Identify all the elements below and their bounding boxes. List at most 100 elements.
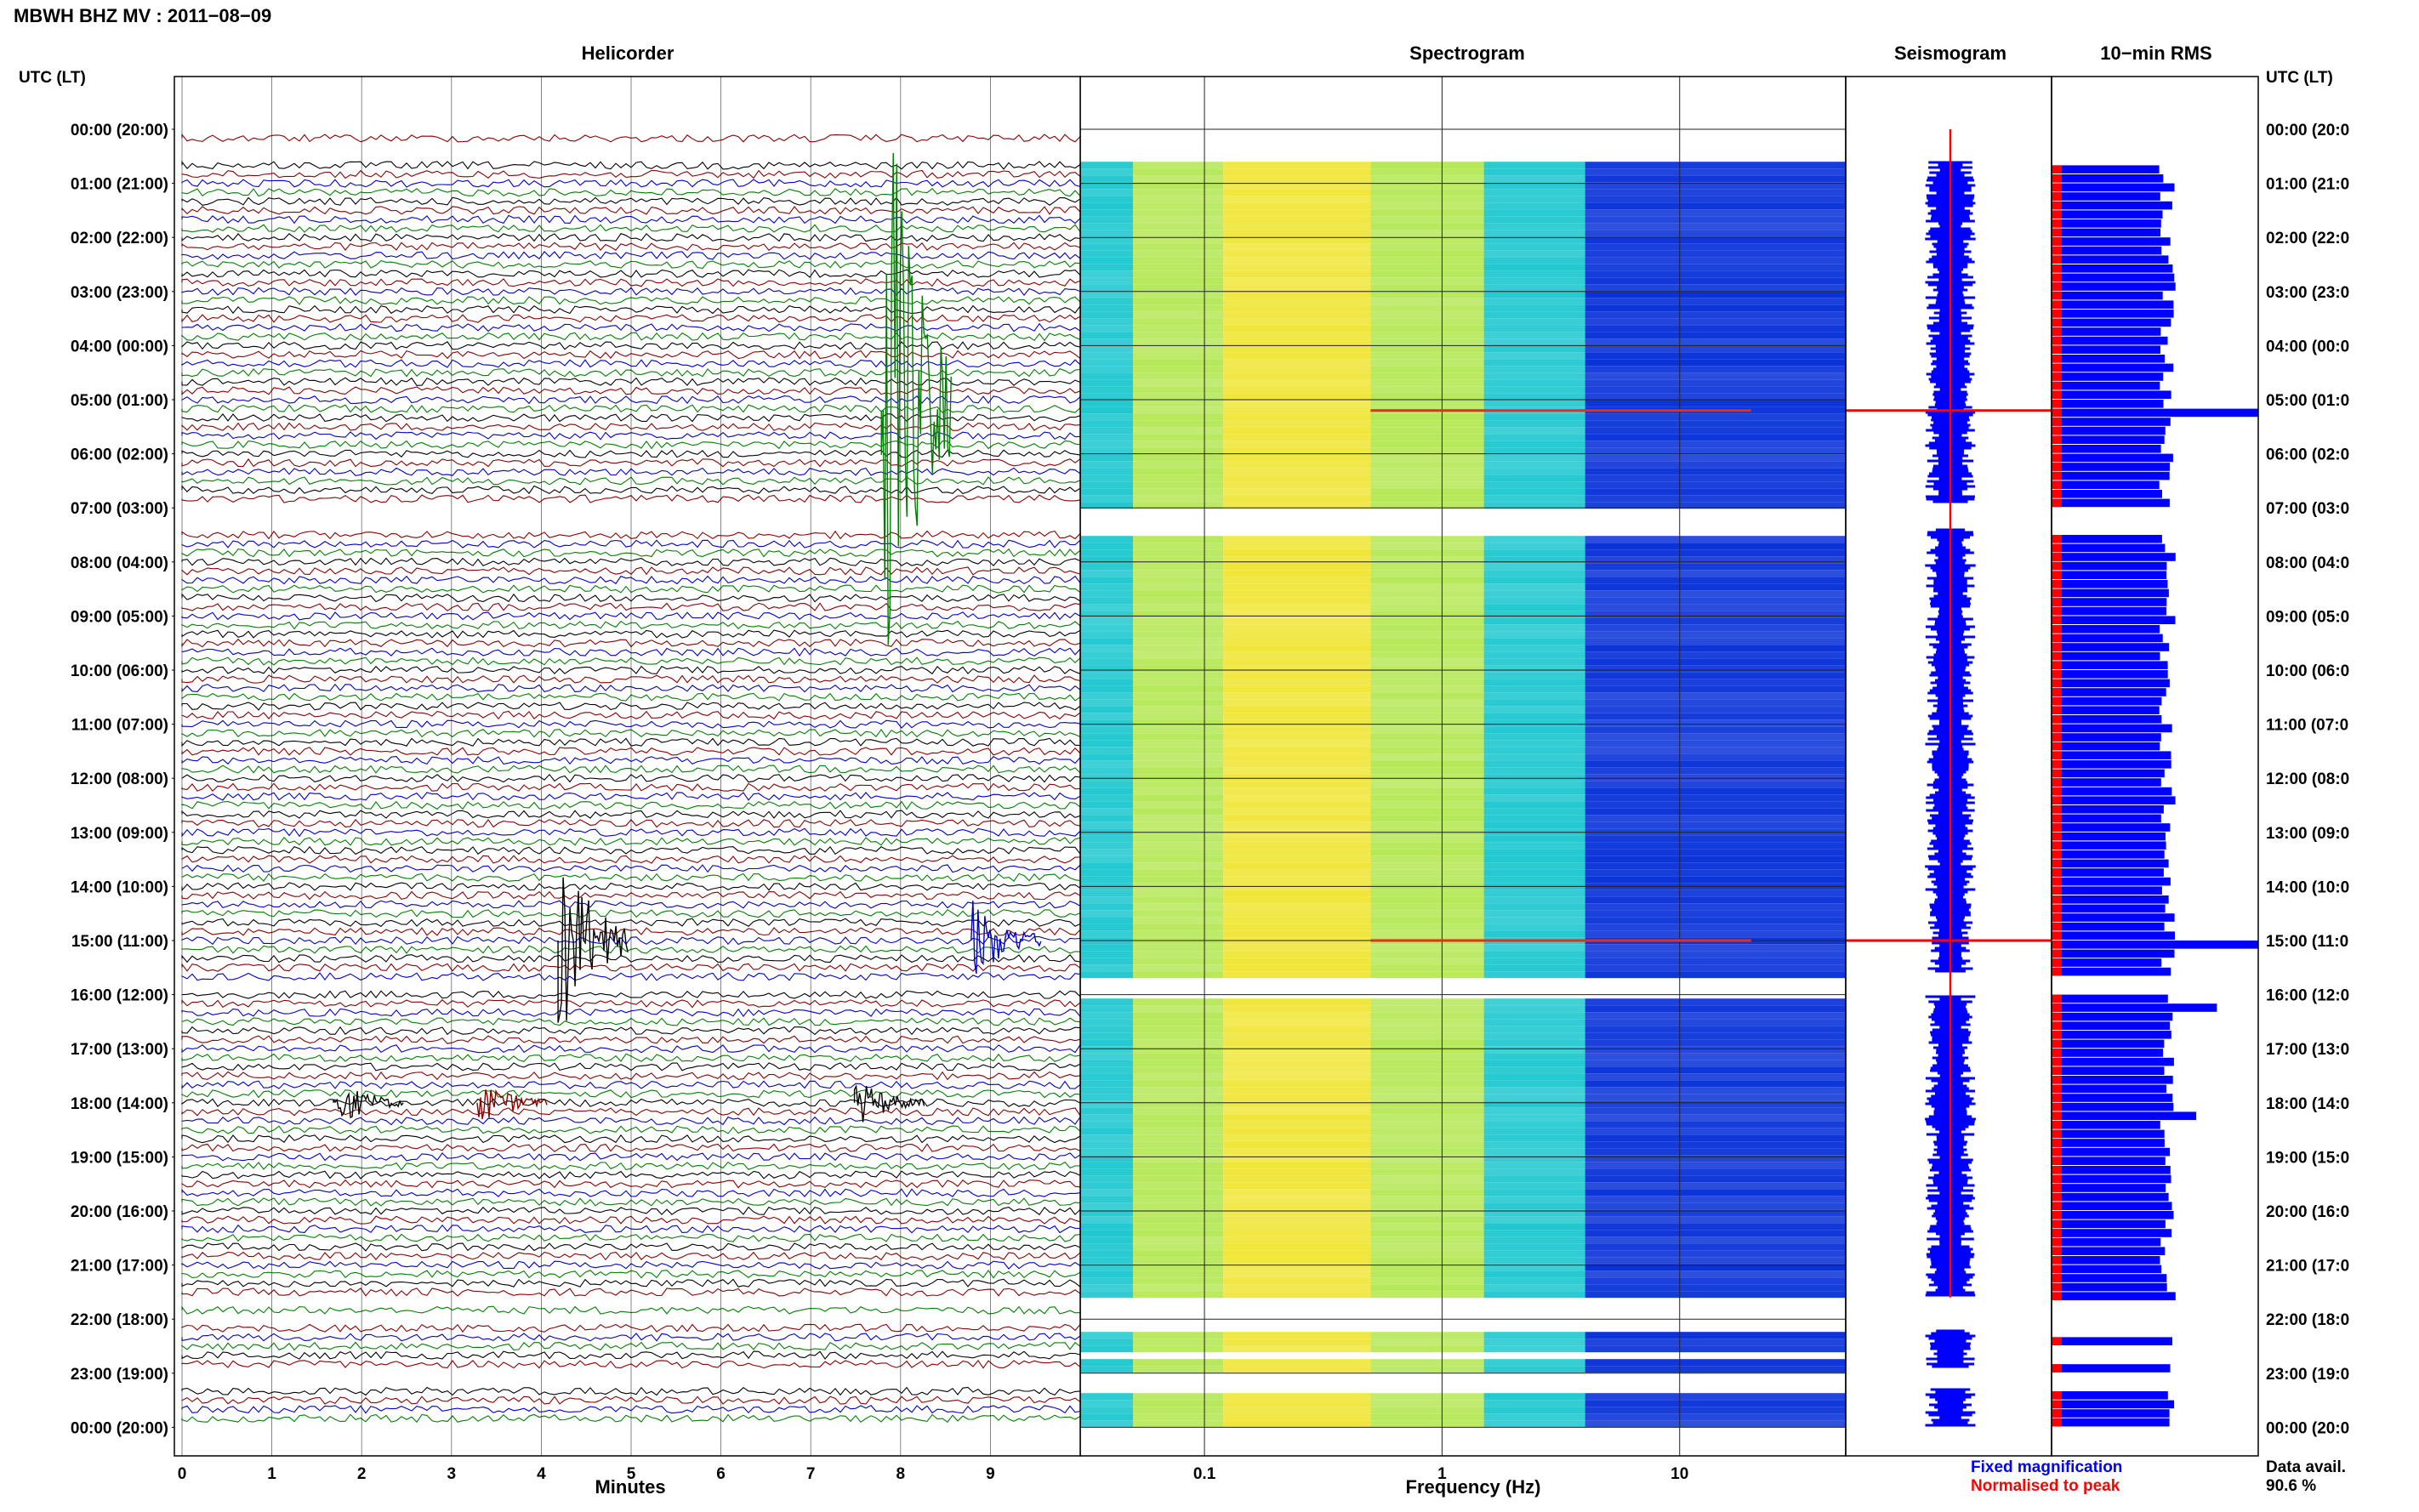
- spectrogram-cell: [1370, 685, 1484, 693]
- rms-bar: [2052, 715, 2162, 724]
- spectrogram-cell: [1080, 624, 1133, 632]
- helicorder-trace: [181, 665, 1081, 675]
- spectrogram-cell: [1080, 1393, 1133, 1401]
- helicorder-trace: [181, 1395, 1081, 1405]
- rms-bar: [2052, 426, 2166, 435]
- spectrogram-cell: [1585, 441, 1846, 448]
- spectrogram-cell: [1585, 1134, 1846, 1142]
- spectrogram-cell: [1370, 536, 1484, 543]
- helicorder-trace: [181, 620, 1081, 630]
- spectrogram-cell: [1585, 604, 1846, 611]
- spectrogram-cell: [1133, 1039, 1224, 1047]
- spectrogram-cell: [1133, 971, 1224, 979]
- rms-bar: [2052, 859, 2169, 868]
- rms-peak-bar: [2052, 1166, 2062, 1174]
- spectrogram-panel: 0.1 1 10: [1079, 76, 1847, 1483]
- spectrogram-cell: [1370, 543, 1484, 550]
- spectrogram-cell: [1133, 393, 1224, 401]
- rms-bar: [2052, 588, 2169, 598]
- spectrogram-cell: [1370, 1019, 1484, 1026]
- rms-bar: [2052, 1021, 2171, 1030]
- helicorder-xlabel: Minutes: [595, 1476, 665, 1498]
- spectrogram-cell: [1133, 196, 1224, 203]
- spectrogram-cell: [1080, 1168, 1133, 1176]
- spectrogram-cell: [1370, 1005, 1484, 1013]
- spectrogram-cell: [1585, 549, 1846, 557]
- spectrogram-cell: [1133, 604, 1224, 611]
- spectrogram-cell: [1133, 413, 1224, 421]
- spectrogram-cell: [1585, 1019, 1846, 1026]
- helicorder-background: [174, 77, 1080, 1456]
- spectrogram-cell: [1483, 611, 1585, 618]
- spectrogram-cell: [1585, 236, 1846, 244]
- spectrogram-cell: [1223, 413, 1371, 421]
- spectrogram-cell: [1080, 672, 1133, 679]
- spectrogram-cell: [1483, 862, 1585, 870]
- spectrogram-cell: [1483, 196, 1585, 203]
- spectrogram-cell: [1223, 685, 1371, 693]
- spectrogram-cell: [1223, 774, 1371, 782]
- spectrogram-cell: [1585, 1155, 1846, 1162]
- spectrogram-cell: [1223, 651, 1371, 659]
- rms-peak-bar: [2052, 553, 2062, 561]
- spectrogram-cell: [1080, 223, 1133, 230]
- spectrogram-cell: [1133, 890, 1224, 897]
- spectrogram-cell: [1370, 828, 1484, 836]
- spectrogram-cell: [1483, 345, 1585, 353]
- spectrogram-cell: [1133, 420, 1224, 428]
- spectrogram-cell: [1223, 1209, 1371, 1217]
- rms-peak-bar: [2052, 445, 2062, 453]
- spectrogram-cell: [1483, 366, 1585, 373]
- spectrogram-cell: [1223, 590, 1371, 598]
- spectrogram-cell: [1483, 291, 1585, 298]
- spectrogram-cell: [1133, 536, 1224, 543]
- spectrogram-cell: [1223, 617, 1371, 625]
- spectrogram-cell: [1483, 481, 1585, 489]
- spectrogram-cell: [1585, 1209, 1846, 1217]
- spectrogram-cell: [1133, 583, 1224, 591]
- helicorder-trace: [181, 765, 1081, 774]
- rms-peak-bar: [2052, 490, 2062, 498]
- spectrogram-cell: [1585, 495, 1846, 503]
- spectrogram-cell: [1223, 958, 1371, 965]
- rms-peak-bar: [2052, 715, 2062, 724]
- spectrogram-cell: [1133, 1250, 1224, 1258]
- spectrogram-cell: [1080, 855, 1133, 863]
- spectrogram-cell: [1483, 1080, 1585, 1088]
- spectrogram-cell: [1370, 1175, 1484, 1183]
- spectrogram-cell: [1080, 536, 1133, 543]
- spectrogram-cell: [1223, 1073, 1371, 1081]
- helicorder-trace: [181, 278, 1081, 287]
- helicorder-trace: [181, 855, 1081, 864]
- spectrogram-cell: [1483, 624, 1585, 632]
- spectrogram-cell: [1080, 1257, 1133, 1265]
- spectrogram-cell: [1370, 719, 1484, 727]
- spectrogram-cell: [1133, 1026, 1224, 1033]
- spectrogram-cell: [1080, 835, 1133, 843]
- spectrogram-cell: [1370, 1270, 1484, 1278]
- spectrogram-cell: [1370, 760, 1484, 768]
- spectrogram-cell: [1585, 631, 1846, 639]
- spectrogram-cell: [1223, 236, 1371, 244]
- spectrogram-cell: [1133, 1100, 1224, 1108]
- spectrogram-cell: [1585, 420, 1846, 428]
- spectrogram-cell: [1133, 563, 1224, 571]
- spectrogram-cell: [1080, 719, 1133, 727]
- helicorder-trace: [181, 827, 1081, 838]
- spectrogram-cell: [1483, 236, 1585, 244]
- rms-bar: [2052, 273, 2175, 282]
- spectrogram-cell: [1483, 1046, 1585, 1054]
- helicorder-trace: [181, 575, 1081, 585]
- spectrogram-cell: [1133, 862, 1224, 870]
- spectrogram-cell: [1585, 617, 1846, 625]
- spectrogram-cell: [1223, 862, 1371, 870]
- spectrogram-cell: [1133, 651, 1224, 659]
- spectrogram-cell: [1133, 577, 1224, 584]
- helicorder-trace: [181, 1179, 1081, 1189]
- spectrogram-cell: [1080, 876, 1133, 884]
- spectrogram-cell: [1370, 774, 1484, 782]
- spectrogram-cell: [1483, 842, 1585, 850]
- rms-bar: [2052, 967, 2171, 976]
- spectrogram-cell: [1133, 1202, 1224, 1210]
- spectrogram-cell: [1483, 821, 1585, 829]
